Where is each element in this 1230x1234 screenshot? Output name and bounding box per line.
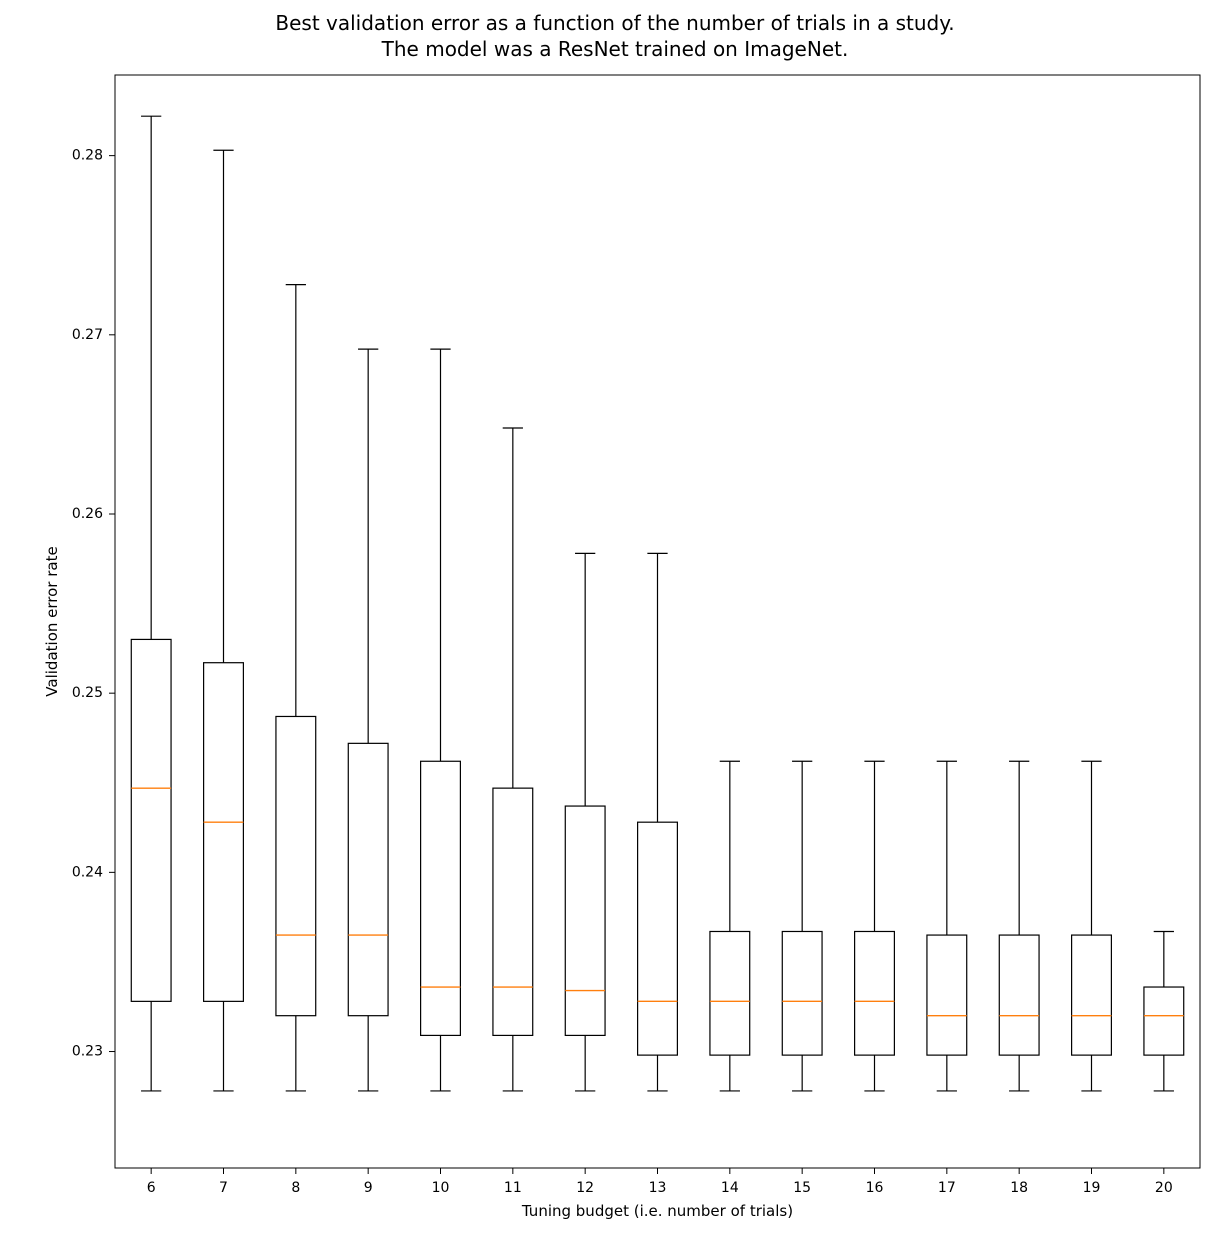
box-15 [782,761,822,1091]
box-rect [1144,987,1184,1055]
ytick-label: 0.23 [72,1044,103,1060]
box-7 [204,150,244,1091]
xtick-label: 12 [576,1180,594,1196]
box-rect [855,931,895,1055]
box-rect [276,716,316,1015]
box-rect [493,788,533,1035]
box-rect [999,935,1039,1055]
xtick-label: 18 [1010,1180,1028,1196]
xtick-label: 19 [1083,1180,1101,1196]
box-rect [927,935,967,1055]
box-13 [638,553,678,1091]
box-20 [1144,931,1184,1090]
xtick-label: 8 [291,1180,300,1196]
box-rect [710,931,750,1055]
box-18 [999,761,1039,1091]
box-rect [565,806,605,1035]
box-19 [1072,761,1112,1091]
chart-title-line1: Best validation error as a function of t… [275,11,954,35]
y-axis-label: Validation error rate [43,546,61,696]
ytick-label: 0.28 [72,148,103,164]
box-16 [855,761,895,1091]
xtick-label: 13 [649,1180,667,1196]
xtick-label: 20 [1155,1180,1173,1196]
box-rect [204,663,244,1002]
box-9 [348,349,388,1091]
x-axis-label: Tuning budget (i.e. number of trials) [521,1202,793,1220]
box-10 [421,349,461,1091]
box-6 [131,116,171,1091]
ytick-label: 0.25 [72,685,103,701]
xtick-label: 17 [938,1180,956,1196]
ytick-label: 0.24 [72,864,103,880]
box-8 [276,285,316,1091]
box-17 [927,761,967,1091]
xtick-label: 14 [721,1180,739,1196]
ytick-label: 0.26 [72,506,103,522]
box-rect [131,639,171,1001]
ytick-label: 0.27 [72,327,103,343]
box-rect [421,761,461,1035]
box-rect [348,743,388,1015]
box-rect [638,822,678,1055]
box-rect [1072,935,1112,1055]
xtick-label: 11 [504,1180,522,1196]
box-14 [710,761,750,1091]
xtick-label: 15 [793,1180,811,1196]
box-11 [493,428,533,1091]
chart-title-line2: The model was a ResNet trained on ImageN… [381,37,849,61]
xtick-label: 16 [866,1180,884,1196]
xtick-label: 6 [147,1180,156,1196]
xtick-label: 9 [364,1180,373,1196]
box-rect [782,931,822,1055]
xtick-label: 10 [432,1180,450,1196]
boxplot-chart: Best validation error as a function of t… [0,0,1230,1234]
xtick-label: 7 [219,1180,228,1196]
box-12 [565,553,605,1091]
